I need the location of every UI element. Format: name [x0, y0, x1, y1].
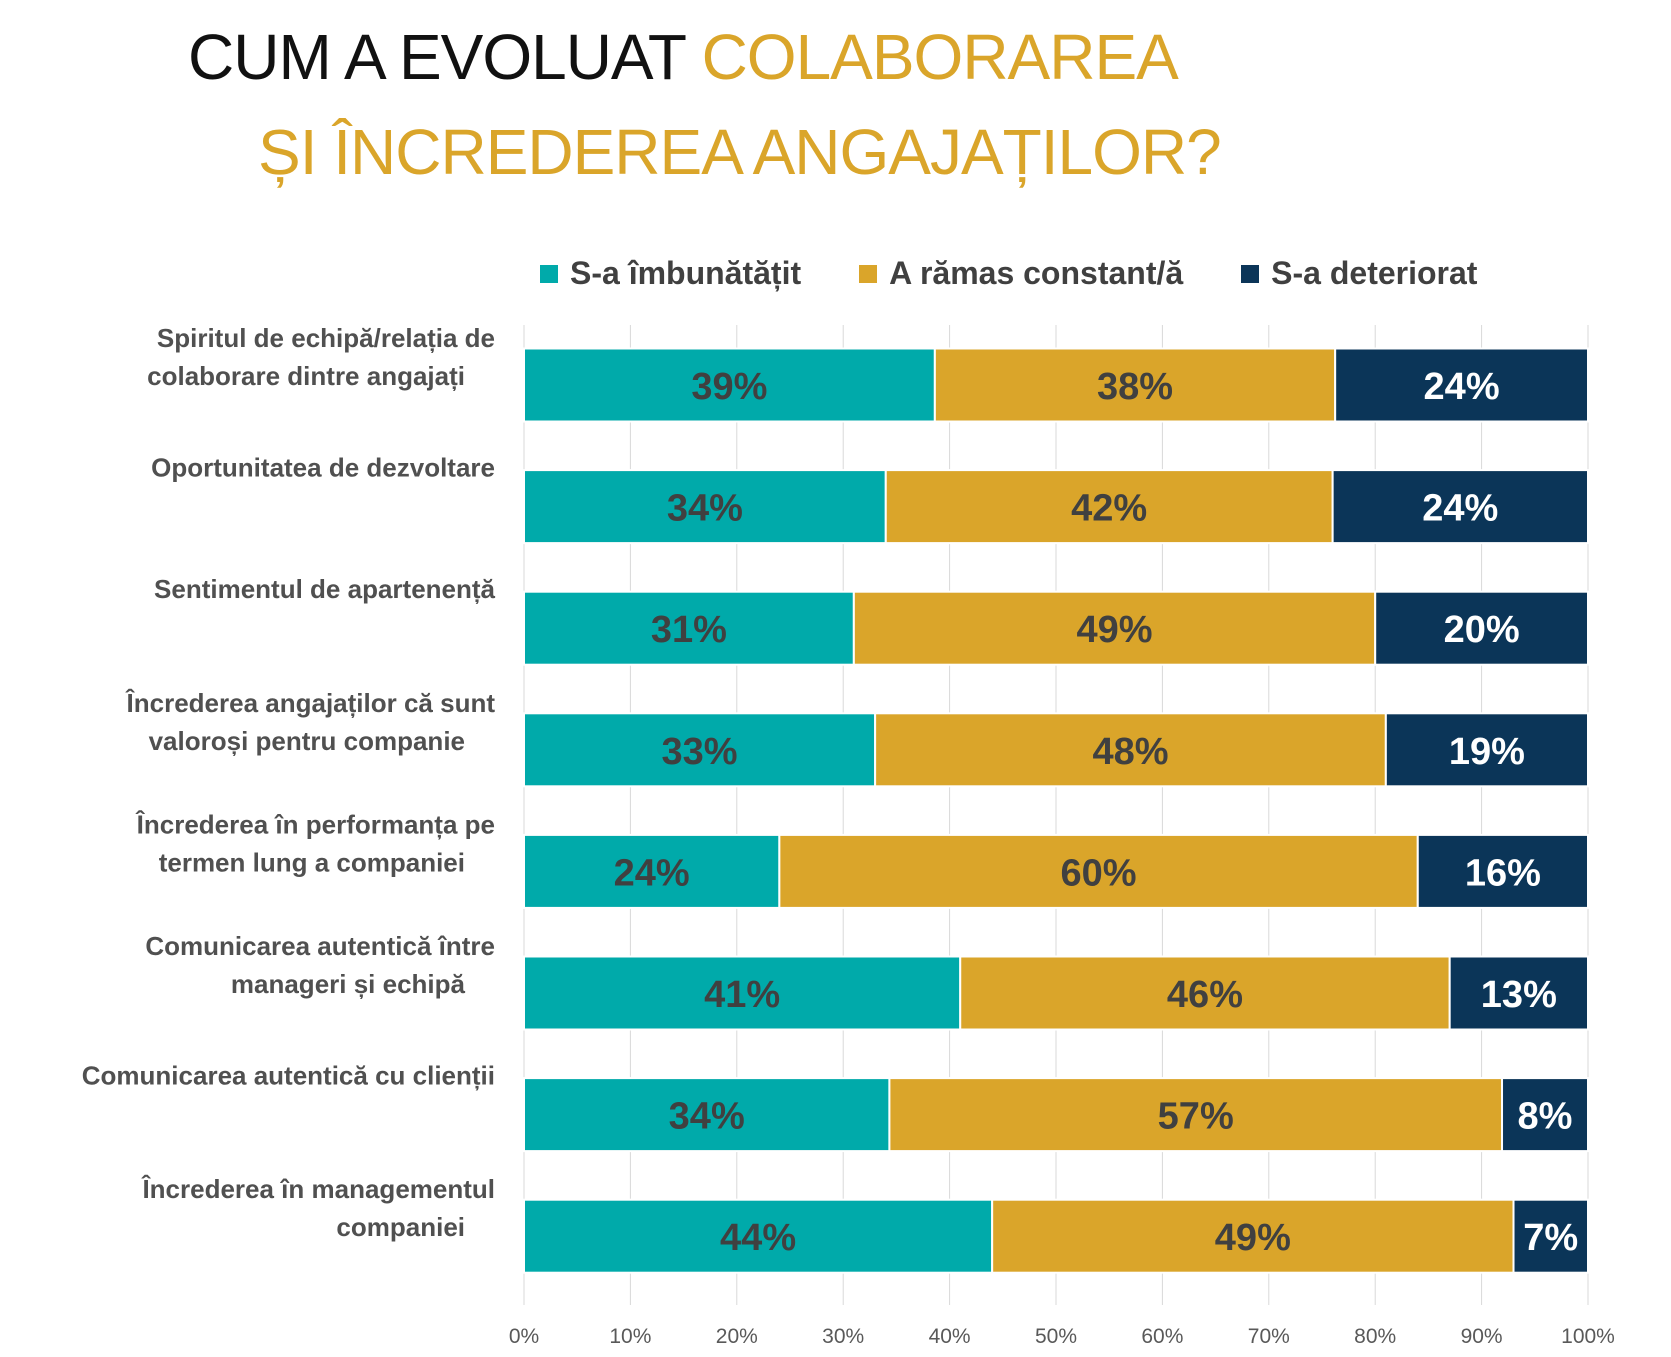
data-label: 46%: [1167, 974, 1243, 1016]
data-label: 60%: [1061, 852, 1137, 894]
category-label: Spiritul de echipă/relația de: [157, 323, 495, 353]
bar-segment: [991, 1198, 1515, 1274]
x-tick-label: 20%: [716, 1325, 758, 1348]
x-tick-label: 0%: [509, 1325, 539, 1348]
category-label: Comunicarea autentică între: [145, 931, 495, 961]
data-label: 24%: [614, 852, 690, 894]
bar-segment: [1512, 1198, 1590, 1274]
category-label: companiei: [336, 1212, 465, 1242]
bar-segment: [1384, 712, 1589, 788]
bar-segment: [523, 347, 936, 423]
bar-segment: [523, 1077, 891, 1153]
chart-title-line1: CUM A EVOLUAT COLABORAREA: [188, 20, 1179, 94]
x-tick-label: 80%: [1354, 1325, 1396, 1348]
title-gold-part: COLABORAREA: [701, 21, 1179, 93]
bar-segment: [884, 469, 1334, 545]
bar-segment: [959, 955, 1451, 1031]
bar-segment: [874, 712, 1387, 788]
bar-segment: [523, 712, 877, 788]
data-label: 38%: [1097, 366, 1173, 408]
legend-item-constant: A rămas constant/ă: [859, 255, 1183, 292]
bar-segment: [1501, 1077, 1589, 1153]
bar-segment: [523, 955, 962, 1031]
category-label: Încrederea în managementul: [140, 1174, 495, 1204]
bar-segment: [778, 833, 1419, 909]
legend-swatch: [859, 264, 878, 283]
data-label: 24%: [1422, 488, 1498, 530]
category-label: valoroși pentru companie: [149, 726, 465, 756]
data-label: 39%: [691, 366, 767, 408]
x-tick-label: 30%: [822, 1325, 864, 1348]
data-label: 44%: [720, 1217, 796, 1259]
chart-title-line2: ȘI ÎNCREDEREA ANGAJAȚILOR?: [258, 116, 1222, 188]
bar-segment: [523, 833, 781, 909]
x-tick-label: 60%: [1141, 1325, 1183, 1348]
data-label: 34%: [669, 1096, 745, 1138]
category-label: termen lung a companiei: [159, 847, 465, 877]
data-label: 48%: [1092, 731, 1168, 773]
category-label: Încrederea în performanța pe: [135, 809, 495, 839]
bar-segment: [523, 1198, 994, 1274]
category-label: colaborare dintre angajați: [147, 361, 465, 391]
x-tick-label: 70%: [1248, 1325, 1290, 1348]
data-label: 42%: [1071, 488, 1147, 530]
bar-segment: [888, 1077, 1504, 1153]
legend-item-improved: S-a îmbunătățit: [540, 255, 801, 292]
data-label: 13%: [1481, 974, 1557, 1016]
bar-segment: [1334, 347, 1590, 423]
data-label: 34%: [667, 488, 743, 530]
title-dark-part: CUM A EVOLUAT: [188, 21, 702, 93]
bar-segment: [933, 347, 1337, 423]
category-label: Sentimentul de apartenență: [154, 574, 495, 604]
category-label: Încrederea angajaților că sunt: [125, 688, 496, 718]
data-label: 19%: [1449, 731, 1525, 773]
data-label: 49%: [1076, 609, 1152, 651]
legend-label: A rămas constant/ă: [889, 255, 1184, 291]
legend: S-a îmbunătățit A rămas constant/ă S-a d…: [540, 255, 1477, 292]
bar-segment: [523, 590, 855, 666]
bar-segment: [1416, 833, 1590, 909]
data-label: 20%: [1444, 609, 1520, 651]
data-label: 8%: [1518, 1096, 1573, 1138]
category-label: Comunicarea autentică cu clienții: [82, 1061, 495, 1091]
bar-segment: [1374, 590, 1589, 666]
bar-segment: [1331, 469, 1590, 545]
data-label: 7%: [1523, 1217, 1578, 1259]
bar-segment: [852, 590, 1377, 666]
x-tick-label: 90%: [1461, 1325, 1503, 1348]
x-tick-label: 10%: [609, 1325, 651, 1348]
category-label: Oportunitatea de dezvoltare: [151, 453, 495, 483]
category-label: manageri și echipă: [231, 969, 466, 999]
legend-label: S-a îmbunătățit: [570, 255, 802, 291]
legend-swatch: [540, 264, 558, 283]
legend-item-deteriorated: S-a deteriorat: [1241, 255, 1477, 292]
data-label: 31%: [651, 609, 727, 651]
data-label: 16%: [1465, 852, 1541, 894]
legend-label: S-a deteriorat: [1271, 255, 1478, 291]
data-label: 24%: [1424, 366, 1500, 408]
x-tick-label: 40%: [929, 1325, 971, 1348]
bar-segment: [1448, 955, 1590, 1031]
x-tick-label: 100%: [1561, 1325, 1615, 1348]
data-label: 33%: [662, 731, 738, 773]
data-label: 41%: [704, 974, 780, 1016]
x-tick-label: 50%: [1035, 1325, 1077, 1348]
legend-swatch: [1241, 264, 1260, 283]
data-label: 49%: [1215, 1217, 1291, 1259]
data-label: 57%: [1158, 1096, 1234, 1138]
